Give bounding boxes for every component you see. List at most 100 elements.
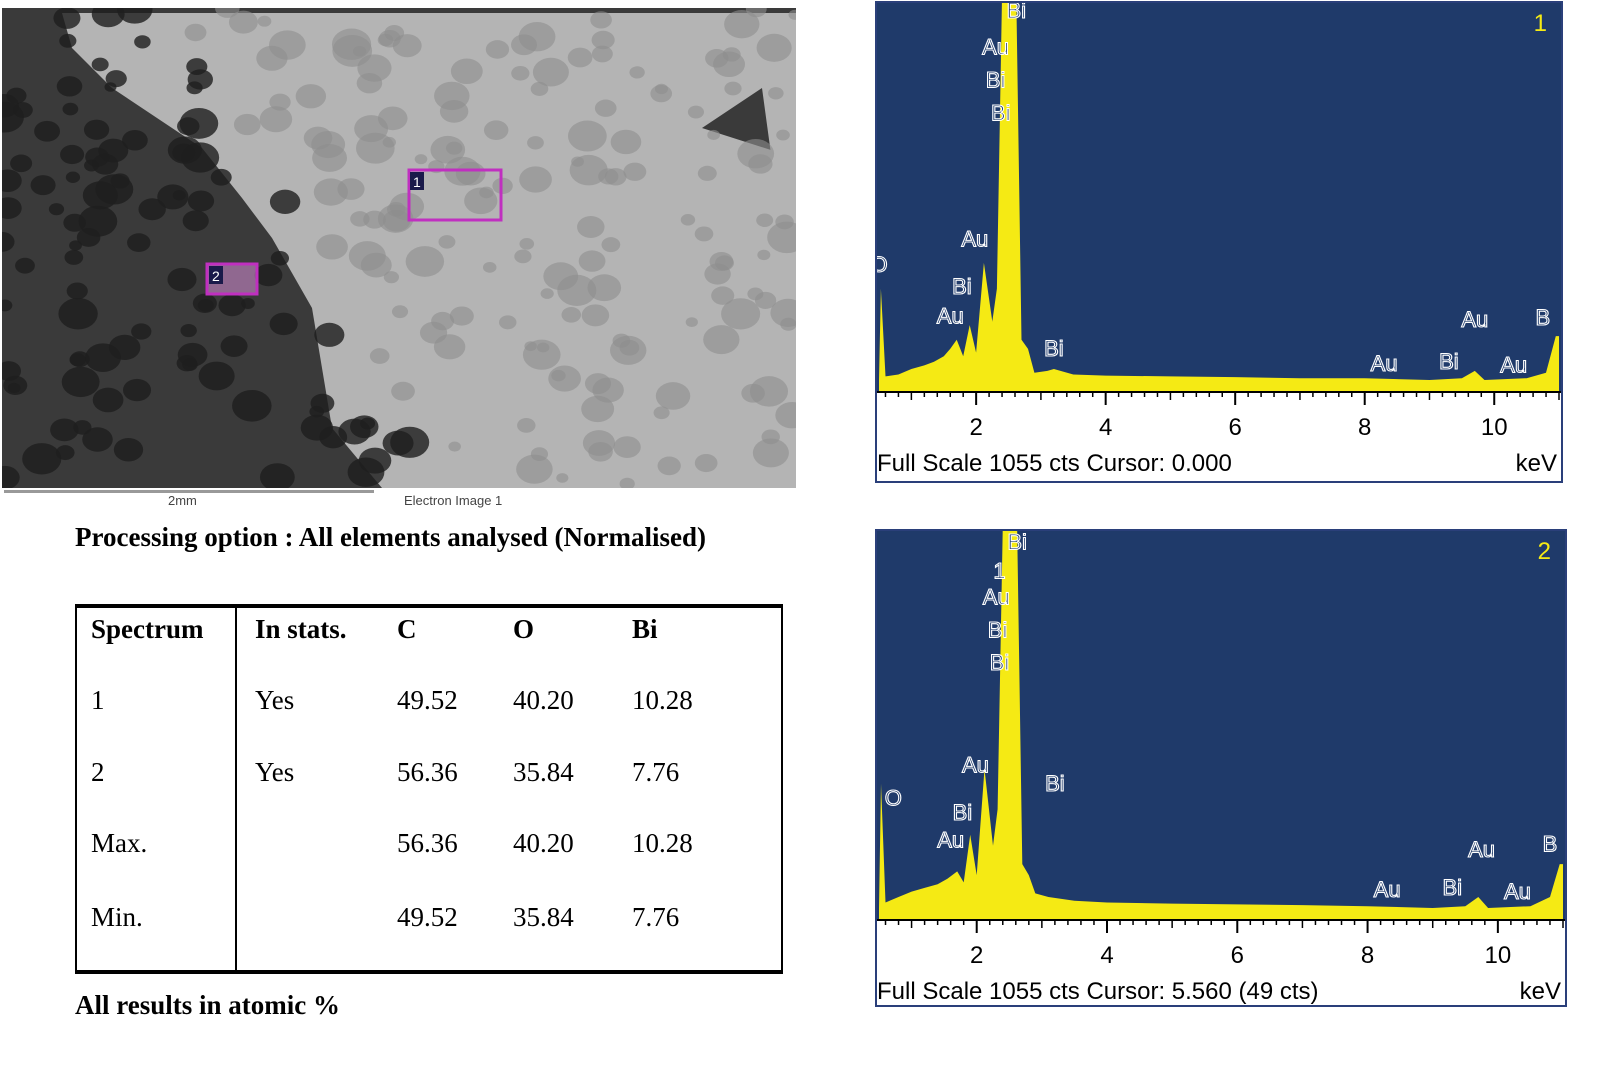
peak-label: Au (937, 828, 964, 853)
surface-pore (313, 178, 348, 206)
surface-pore (138, 198, 166, 221)
table-divider (235, 608, 237, 970)
surface-pore (167, 267, 197, 292)
table-cell: Yes (255, 685, 295, 715)
surface-pore (360, 252, 392, 278)
surface-pore (134, 35, 151, 49)
surface-pore (591, 45, 613, 63)
surface-pore (69, 351, 90, 368)
table-cell: 2 (91, 757, 105, 787)
x-tick-label: 4 (1100, 942, 1113, 969)
surface-pore (532, 57, 569, 87)
surface-pore (680, 214, 696, 226)
surface-pore (757, 249, 771, 261)
surface-pore (694, 226, 714, 242)
surface-pore (198, 361, 235, 391)
surface-pore (181, 142, 220, 173)
surface-pore (65, 171, 81, 183)
surface-pore (62, 102, 79, 116)
surface-pore (257, 15, 272, 27)
surface-pore (10, 154, 33, 173)
surface-pore (697, 165, 717, 181)
surface-pore (527, 136, 544, 150)
table-cell: 10.28 (632, 828, 693, 858)
surface-pore (653, 406, 670, 420)
surface-pore (756, 33, 792, 62)
surface-pore (449, 306, 474, 326)
surface-pore (177, 117, 200, 136)
surface-pore (127, 233, 151, 253)
surface-pore (485, 40, 510, 59)
surface-pore (363, 210, 386, 229)
peak-label: Bi (952, 274, 972, 299)
peak-label: Bi (988, 617, 1008, 642)
surface-pore (295, 84, 327, 109)
peak-label: Bi (1007, 3, 1027, 23)
surface-pore (233, 113, 261, 136)
x-tick-label: 2 (969, 414, 982, 441)
surface-pore (377, 33, 394, 47)
surface-pore (91, 8, 125, 28)
surface-pore (788, 9, 796, 20)
surface-pore (182, 210, 209, 232)
surface-pore (737, 139, 775, 169)
surface-pore (15, 257, 35, 274)
surface-pore (623, 162, 647, 181)
surface-pore (516, 454, 553, 484)
spectrum-2-tag (209, 266, 223, 284)
surface-pore (657, 456, 681, 476)
spectrum-area (879, 531, 1563, 919)
peak-label: Au (982, 34, 1009, 59)
surface-pore (548, 365, 581, 392)
surface-pore (567, 47, 593, 68)
surface-pore (331, 28, 372, 60)
table-cell: 56.36 (397, 828, 458, 858)
surface-pore (300, 414, 334, 441)
surface-pore (256, 45, 288, 71)
surface-pore (358, 447, 392, 474)
surface-pore (446, 141, 463, 155)
surface-pore (703, 325, 740, 355)
surface-pore (310, 393, 335, 413)
peak-label: Bi (1439, 349, 1459, 374)
footnote: All results in atomic % (75, 990, 340, 1020)
processing-option: Processing option : All elements analyse… (75, 522, 706, 552)
surface-pore (392, 34, 422, 58)
surface-pore (131, 323, 152, 340)
peak-label: Au (1371, 351, 1398, 376)
peak-label: Au (962, 753, 989, 778)
surface-pore (22, 443, 62, 475)
surface-pore (56, 76, 83, 97)
surface-pore (721, 298, 761, 330)
surface-pore (2, 465, 20, 488)
peak-label: 1 (993, 559, 1005, 584)
surface-pore (82, 427, 113, 452)
surface-pore (2, 299, 13, 312)
x-tick-label: 6 (1231, 942, 1244, 969)
surface-pore (269, 189, 301, 214)
spectrum-1-chart: 2 4 6 8 10 Full Scale 1055 cts Cursor: 0.000 k… (877, 3, 1561, 477)
surface-pore (177, 342, 208, 367)
spectrum-id: 2 (1538, 538, 1551, 565)
status-readout: Full Scale 1055 cts Cursor: 0.000 (877, 450, 1232, 477)
surface-pore (594, 99, 617, 117)
surface-pore (187, 69, 213, 90)
surface-pore (2, 197, 22, 219)
surface-pore (655, 382, 691, 410)
unit-label: keV (1520, 978, 1561, 1005)
surface-pore (543, 262, 579, 291)
table-cell: 35.84 (513, 757, 574, 787)
spectrum-1-box[interactable] (407, 168, 503, 222)
surface-pore (64, 249, 84, 265)
surface-pore (747, 287, 764, 301)
surface-pore (591, 30, 615, 50)
surface-pore (650, 84, 673, 103)
surface-pore (220, 335, 248, 357)
surface-pore (215, 8, 240, 18)
column-header: Bi (632, 614, 658, 644)
x-tick-label: 6 (1229, 414, 1242, 441)
spectrum-1-panel: 2 4 6 8 10 Full Scale 1055 cts Cursor: 0.000 k… (875, 1, 1563, 483)
surface-pore (629, 66, 645, 79)
peak-label: Au (1468, 837, 1495, 862)
surface-pore (775, 402, 796, 429)
